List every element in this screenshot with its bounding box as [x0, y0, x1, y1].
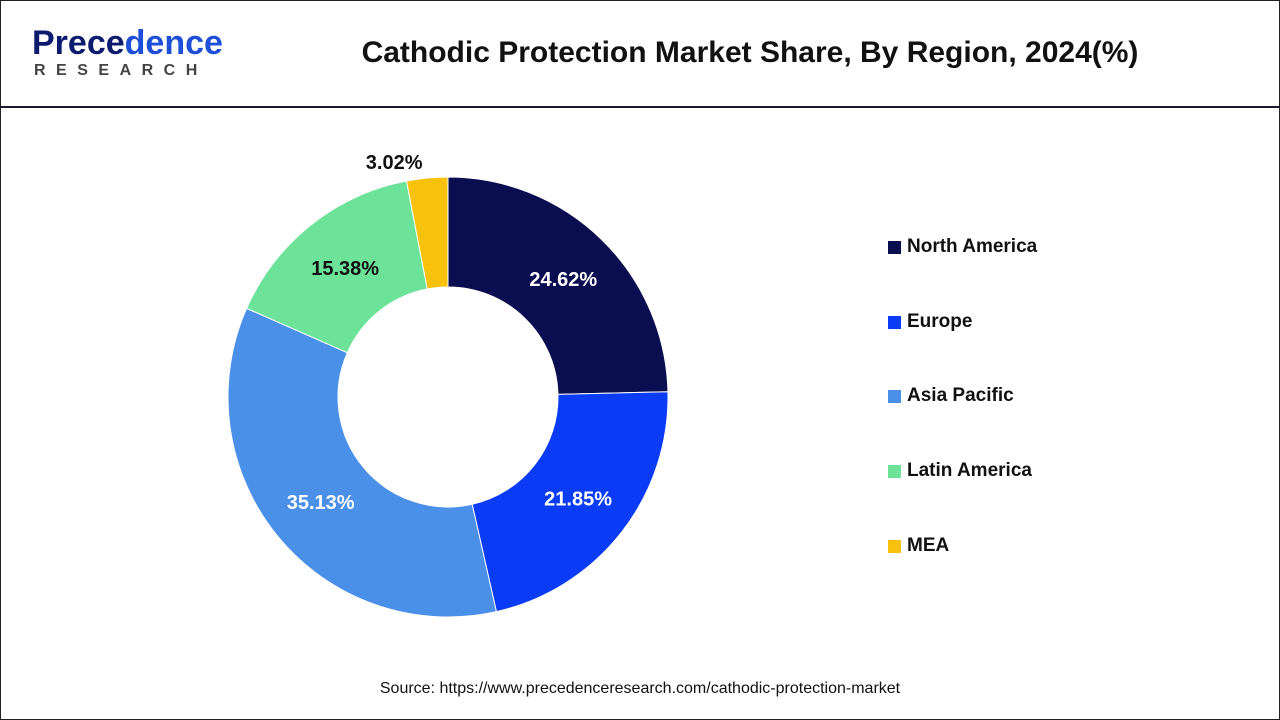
legend-swatch	[888, 464, 901, 478]
logo: Precedence RESEARCH	[32, 26, 223, 80]
slice-latin-america	[245, 180, 428, 354]
legend-swatch	[888, 389, 901, 403]
legend-item-asia-pacific: Asia Pacific	[888, 385, 1014, 407]
source-note: Source: https://www.precedenceresearch.c…	[379, 680, 901, 697]
legend-item-mea: MEA	[888, 535, 949, 557]
data-label-asia-pacific: 35.13%	[287, 492, 355, 514]
logo-text: Precedence	[32, 24, 223, 62]
legend-swatch	[888, 315, 901, 329]
legend-label: Asia Pacific	[907, 385, 1014, 406]
slice-north-america	[447, 176, 669, 395]
legend-label: MEA	[907, 535, 950, 556]
data-label-mea: 3.02%	[366, 152, 423, 174]
slice-asia-pacific	[227, 307, 497, 618]
slice-mea	[405, 176, 449, 290]
data-label-europe: 21.85%	[544, 488, 612, 510]
header: Precedence RESEARCH Cathodic Protection …	[0, 0, 1280, 108]
logo-subtext: RESEARCH	[34, 62, 208, 79]
legend-swatch	[888, 240, 901, 254]
data-label-north-america: 24.62%	[529, 269, 597, 291]
legend-label: Europe	[907, 311, 973, 332]
slice-europe	[471, 391, 669, 613]
legend-label: Latin America	[907, 460, 1032, 481]
data-label-latin-america: 15.38%	[311, 258, 379, 280]
legend-swatch	[888, 539, 901, 553]
legend-label: North America	[907, 236, 1038, 257]
legend-item-north-america: North America	[888, 236, 1037, 258]
chart-title: Cathodic Protection Market Share, By Reg…	[361, 36, 1139, 69]
legend-item-europe: Europe	[888, 311, 972, 333]
legend-item-latin-america: Latin America	[888, 460, 1032, 482]
